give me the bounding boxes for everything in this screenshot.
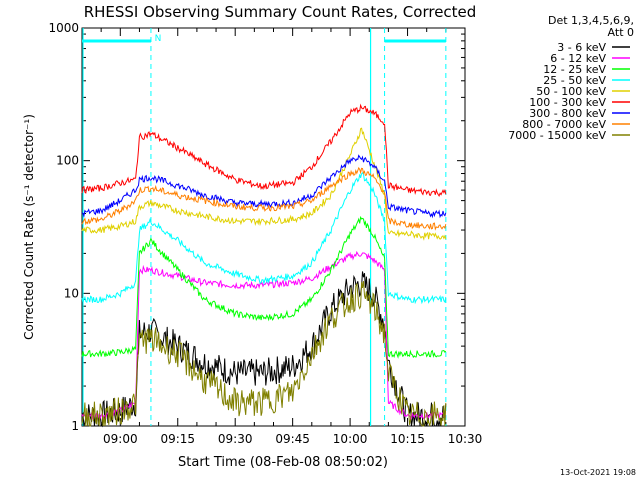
y-tick-label: 10: [64, 286, 79, 300]
legend-label: 3 - 6 keV: [557, 41, 606, 54]
y-axis-label: Corrected Count Rate (s⁻¹ detector⁻¹): [22, 114, 36, 340]
night-marker-label: N: [155, 34, 162, 44]
series-line-800-7000: [81, 166, 447, 231]
y-tick-label: 1: [71, 419, 79, 433]
series-line-100-300: [81, 103, 447, 198]
x-tick-label: 09:15: [160, 432, 195, 446]
legend-label: 100 - 300 keV: [529, 96, 606, 109]
x-tick-label: 09:30: [218, 432, 253, 446]
series-line-7000-15000: [81, 281, 447, 427]
x-tick-label: 09:45: [275, 432, 310, 446]
series-group: [81, 103, 447, 428]
x-tick-label: 10:00: [333, 432, 368, 446]
y-axis: 1 10 100 1000: [48, 21, 465, 433]
series-line-25-50: [81, 171, 447, 305]
legend-label: 800 - 7000 keV: [522, 118, 606, 131]
series-line-12-25: [81, 215, 447, 359]
legend-header-line-2: Att 0: [608, 26, 634, 39]
y-tick-label: 100: [56, 154, 79, 168]
legend-label: 6 - 12 keV: [550, 52, 606, 65]
x-tick-label: 10:30: [448, 432, 483, 446]
legend-label: 25 - 50 keV: [543, 74, 606, 87]
x-tick-label: 10:15: [390, 432, 425, 446]
legend-label: 12 - 25 keV: [543, 63, 606, 76]
series-line-50-100: [81, 127, 447, 241]
x-tick-label: 09:00: [103, 432, 138, 446]
legend-label: 300 - 800 keV: [529, 107, 606, 120]
x-axis-label: Start Time (08-Feb-08 08:50:02): [178, 455, 388, 470]
legend-header-line-1: Det 1,3,4,5,6,9,: [548, 14, 634, 27]
x-axis: 09:00 09:15 09:30 09:45 10:00 10:15 10:30: [81, 28, 483, 446]
legend-label: 7000 - 15000 keV: [508, 129, 606, 142]
legend-label: 50 - 100 keV: [536, 85, 606, 98]
y-tick-label: 1000: [48, 21, 79, 35]
footer-date: 13-Oct-2021 19:08: [560, 468, 636, 477]
chart-title: RHESSI Observing Summary Count Rates, Co…: [84, 3, 477, 21]
